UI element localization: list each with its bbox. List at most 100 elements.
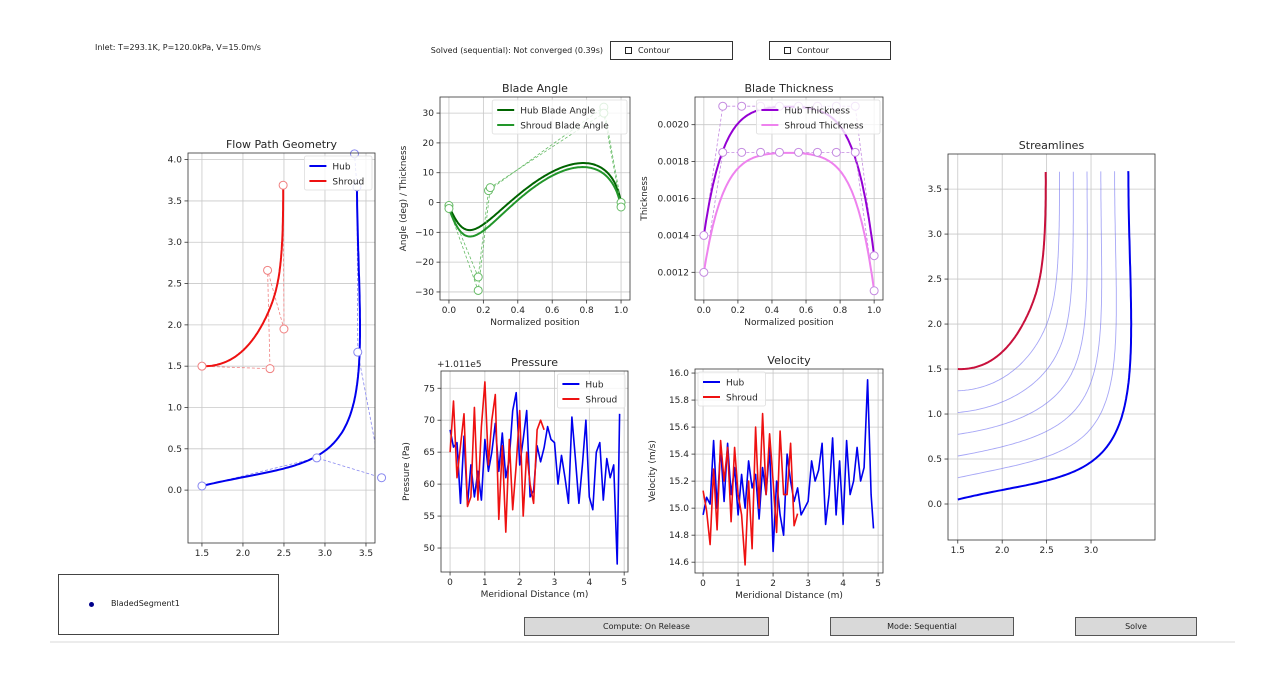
control-point-handle[interactable]	[444, 203, 454, 213]
legend: Hub Shroud	[697, 371, 766, 407]
y-tick-label: −10	[415, 228, 434, 238]
y-tick-label: 14.6	[669, 558, 689, 568]
control-point-handle[interactable]	[265, 364, 275, 374]
control-point-handle[interactable]	[718, 101, 728, 111]
y-tick-label: 3.5	[168, 197, 182, 207]
y-tick-label: −20	[415, 258, 434, 268]
x-tick-label: 0.8	[833, 306, 848, 316]
control-point-handle[interactable]	[279, 324, 289, 334]
y-tick-label: 0.0016	[658, 195, 690, 205]
axes-frame	[187, 152, 376, 544]
series-line-shroud-blade-angle	[447, 166, 623, 238]
inlet-conditions-text: Inlet: T=293.1K, P=120.0kPa, V=15.0m/s	[95, 43, 261, 52]
x-tick-label: 1.5	[195, 549, 209, 559]
solver-status-text: Solved (sequential): Not converged (0.39…	[430, 46, 603, 55]
control-point-handle[interactable]	[718, 147, 728, 157]
y-tick-label: 0.0020	[658, 121, 690, 131]
control-point-handle[interactable]	[812, 147, 822, 157]
series-line-shroud-thickness	[702, 151, 876, 291]
axes-frame	[947, 153, 1156, 541]
solve-button[interactable]: Solve	[1075, 617, 1197, 636]
compute-mode-button[interactable]: Compute: On Release	[524, 617, 769, 636]
axes-frame	[694, 368, 884, 574]
x-tick-label: 2	[770, 579, 776, 589]
y-tick-label: 15.6	[669, 423, 689, 433]
segment-list: BladedSegment1	[58, 574, 279, 635]
x-tick-label: 3.5	[359, 549, 373, 559]
legend-label: Hub Thickness	[784, 107, 850, 117]
contour-toggle-1-label: Contour	[638, 46, 670, 55]
control-point-handle[interactable]	[353, 347, 363, 357]
control-point-handle[interactable]	[756, 147, 766, 157]
contour-toggle-2[interactable]: Contour	[769, 41, 891, 60]
chart-title: Velocity	[767, 354, 811, 367]
control-point-handle[interactable]	[737, 147, 747, 157]
contour-toggle-2-label: Contour	[797, 46, 829, 55]
control-point-handle[interactable]	[473, 285, 483, 295]
x-axis-label: Normalized position	[744, 318, 834, 328]
x-tick-label: 4	[586, 578, 592, 588]
control-polygon	[448, 106, 622, 279]
y-axis-label: Pressure (Pa)	[402, 442, 412, 501]
segment-item-label[interactable]: BladedSegment1	[111, 599, 180, 608]
contour-toggle-1[interactable]: Contour	[610, 41, 733, 60]
y-tick-label: 50	[424, 544, 436, 554]
series-line-0	[957, 171, 1133, 501]
y-tick-label: 55	[424, 512, 435, 522]
x-tick-label: 2.0	[995, 546, 1010, 556]
x-tick-label: 0.0	[442, 306, 457, 316]
y-tick-label: 1.0	[168, 403, 183, 413]
y-tick-label: 15.2	[669, 477, 689, 487]
control-point-handle[interactable]	[737, 101, 747, 111]
x-tick-label: 5	[875, 579, 881, 589]
x-tick-label: 0.2	[476, 306, 490, 316]
axes-frame	[439, 96, 631, 301]
y-tick-label: 15.8	[669, 396, 689, 406]
control-point-handle[interactable]	[869, 286, 879, 296]
y-tick-label: 60	[424, 480, 436, 490]
divider	[50, 641, 1235, 643]
segment-marker-icon	[89, 602, 94, 607]
y-axis-label: Angle (deg) / Thickness	[399, 145, 409, 251]
series-line-hub-blade-angle	[447, 162, 623, 232]
y-tick-label: 3.0	[168, 238, 183, 248]
control-point-handle[interactable]	[197, 361, 207, 371]
y-tick-label: 1.0	[928, 410, 943, 420]
control-point-handle[interactable]	[869, 251, 879, 261]
solver-mode-button[interactable]: Mode: Sequential	[830, 617, 1014, 636]
x-tick-label: 0.0	[697, 306, 712, 316]
control-point-handle[interactable]	[699, 267, 709, 277]
control-point-handle[interactable]	[485, 183, 495, 193]
y-tick-label: 2.5	[168, 280, 182, 290]
y-tick-label: 1.5	[168, 362, 182, 372]
control-point-handle[interactable]	[312, 453, 322, 463]
legend-label: Shroud	[726, 394, 758, 404]
control-point-handle[interactable]	[794, 147, 804, 157]
series-line-shroud	[702, 412, 799, 566]
y-tick-label: 15.0	[669, 504, 689, 514]
control-point-handle[interactable]	[263, 265, 273, 275]
y-tick-label: 2.5	[928, 275, 942, 285]
control-point-handle[interactable]	[197, 481, 207, 491]
legend-label: Shroud Thickness	[784, 122, 863, 132]
control-point-handle[interactable]	[850, 147, 860, 157]
x-tick-label: 0.2	[731, 306, 745, 316]
axis-offset-text: +1.011e5	[437, 360, 482, 370]
control-point-handle[interactable]	[377, 473, 387, 483]
y-tick-label: 0.0012	[658, 268, 690, 278]
control-point-handle[interactable]	[699, 230, 709, 240]
control-point-handle[interactable]	[616, 202, 626, 212]
x-tick-label: 1	[735, 579, 741, 589]
y-tick-label: 0	[428, 199, 434, 209]
streamline	[957, 171, 1117, 479]
chart-blade-angle: 0.0 0.2 0.4 0.6 0.8 1.0 −30 −20 −10 0 10 20 30 Blade …	[399, 82, 631, 328]
control-point-handle[interactable]	[831, 147, 841, 157]
control-point-handle[interactable]	[774, 147, 784, 157]
control-point-handle[interactable]	[278, 180, 288, 190]
control-point-handle[interactable]	[473, 272, 483, 282]
x-tick-label: 1.0	[614, 306, 629, 316]
y-tick-label: 3.0	[928, 230, 943, 240]
legend-label: Hub	[332, 163, 350, 173]
streamline	[957, 171, 1103, 457]
x-tick-label: 3.0	[318, 549, 333, 559]
